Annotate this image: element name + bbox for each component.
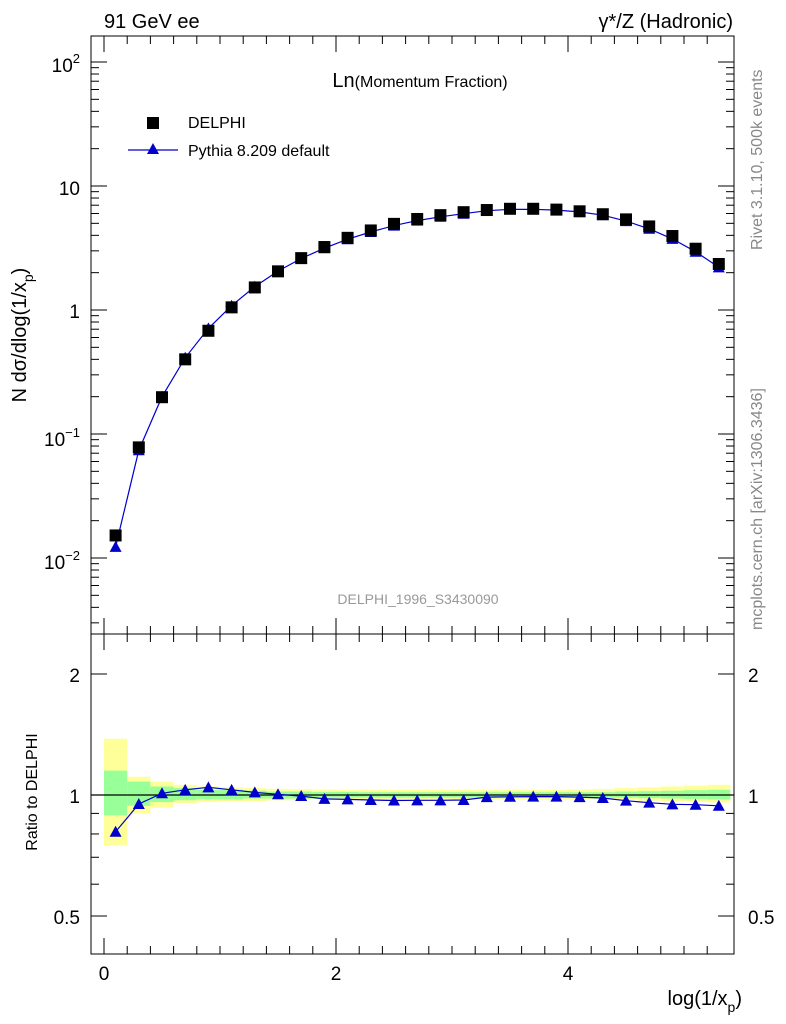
legend-data-label: DELPHI — [188, 115, 246, 132]
legend-mc-marker — [147, 143, 159, 154]
mc-line — [115, 208, 720, 548]
ratio-mc-point — [550, 790, 563, 802]
data-point — [504, 202, 516, 215]
ratio-mc-point — [132, 797, 145, 809]
ratio-mc-point — [295, 790, 308, 802]
ratio-mc-point — [272, 788, 284, 800]
data-point — [457, 206, 470, 219]
ratio-mc-point — [388, 794, 400, 806]
data-point — [132, 441, 145, 454]
data-point — [411, 212, 424, 225]
data-point — [318, 241, 331, 254]
data-point — [179, 353, 192, 366]
ratio-mc-series — [109, 781, 725, 837]
data-point — [364, 224, 377, 237]
data-point — [295, 252, 308, 265]
ratio-mc-point — [643, 796, 656, 808]
ratio-ytick-right-1: 1 — [748, 787, 759, 808]
data-point — [272, 265, 284, 278]
ratio-mc-point — [620, 794, 632, 806]
ratio-mc-point — [689, 798, 702, 810]
ratio-ylabel: Ratio to DELPHI — [24, 733, 41, 850]
xtick-label-2: 2 — [331, 964, 342, 985]
data-point — [643, 220, 656, 233]
ratio-mc-point — [480, 791, 493, 803]
ratio-panel: Ratio to DELPHI 0.5 1 2 0.5 1 2 0 2 4 lo… — [24, 633, 774, 1015]
ratio-mc-point — [225, 783, 238, 795]
ratio-ytick-left-0.5: 0.5 — [54, 908, 80, 929]
ratio-axis-ticks — [91, 634, 734, 954]
data-point — [689, 242, 702, 255]
legend: DELPHI Pythia 8.209 default — [128, 115, 330, 160]
ratio-mc-point — [318, 792, 331, 804]
ytick-label-1e-2: 10−2 — [44, 548, 80, 574]
ratio-uncertainty-bands — [104, 738, 731, 846]
mc-series — [109, 203, 725, 552]
ytick-label-1e2: 102 — [52, 51, 80, 77]
data-point — [480, 204, 493, 217]
ytick-label-10: 10 — [59, 179, 80, 200]
data-point — [550, 203, 563, 216]
data-point — [109, 529, 122, 542]
data-point — [573, 205, 586, 218]
ratio-mc-point — [457, 793, 470, 805]
ratio-ytick-right-0.5: 0.5 — [748, 908, 774, 929]
ratio-ytick-left-1: 1 — [69, 787, 80, 808]
ratio-mc-point — [434, 794, 447, 806]
main-axis-ticks — [91, 36, 734, 634]
data-point — [666, 230, 679, 243]
ratio-ytick-left-2: 2 — [69, 666, 80, 687]
data-point — [596, 208, 609, 221]
data-point — [341, 231, 354, 244]
main-panel: Ln(Momentum Fraction) DELPHI_1996_S34300… — [9, 35, 735, 635]
data-point — [434, 209, 447, 222]
band-1sigma — [104, 770, 128, 816]
mcplots-label: mcplots.cern.ch [arXiv:1306.3436] — [749, 388, 766, 630]
ratio-mc-point — [109, 825, 122, 837]
ratio-frame — [90, 633, 735, 955]
ratio-mc-point — [411, 794, 424, 806]
xtick-label-0: 0 — [99, 964, 110, 985]
rivet-label: Rivet 3.1.10, 500k events — [749, 69, 766, 250]
xtick-label-4: 4 — [563, 964, 574, 985]
data-series — [109, 202, 725, 542]
ytick-label-1: 1 — [69, 302, 80, 323]
ratio-mc-point — [341, 793, 354, 805]
ratio-mc-point — [156, 787, 168, 799]
data-point — [202, 324, 215, 337]
ratio-mc-point — [504, 790, 516, 802]
data-point — [620, 213, 632, 226]
ratio-mc-point — [666, 798, 679, 810]
ratio-mc-point — [364, 793, 377, 805]
header-right-title: γ*/Z (Hadronic) — [599, 11, 733, 33]
data-point — [388, 217, 400, 230]
data-point — [248, 281, 261, 294]
xlabel: log(1/xp) — [668, 988, 743, 1015]
legend-mc-label: Pythia 8.209 default — [188, 143, 330, 160]
ratio-mc-point — [527, 790, 540, 802]
mc-point — [109, 540, 122, 552]
header-left-title: 91 GeV ee — [104, 11, 200, 33]
band-1sigma — [127, 781, 151, 806]
ratio-mc-point — [573, 791, 586, 803]
data-point — [712, 257, 725, 270]
ratio-mc-point — [202, 781, 215, 793]
main-ylabel: N dσ/dlog(1/xp) — [9, 268, 36, 403]
ratio-mc-point — [596, 791, 609, 803]
ratio-mc-point — [179, 783, 192, 795]
legend-data-marker — [147, 117, 159, 129]
ytick-label-1e-1: 10−1 — [44, 425, 80, 451]
data-point — [527, 202, 540, 215]
analysis-watermark: DELPHI_1996_S3430090 — [337, 591, 498, 607]
ratio-mc-point — [248, 786, 261, 798]
main-title: Ln(Momentum Fraction) — [332, 70, 507, 92]
ratio-ytick-right-2: 2 — [748, 666, 759, 687]
data-point — [225, 301, 238, 314]
data-point — [156, 391, 168, 404]
ratio-mc-point — [712, 799, 725, 811]
